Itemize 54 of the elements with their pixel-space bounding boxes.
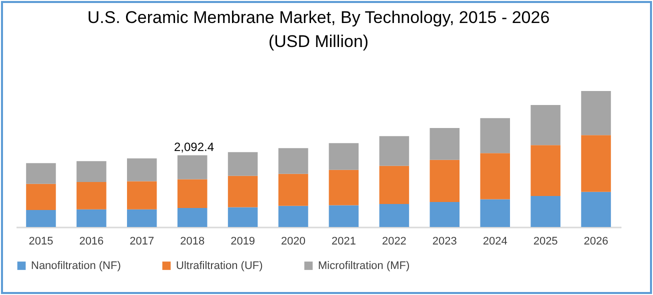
bar	[328, 170, 359, 206]
text: U.S. Ceramic Membrane Market, By Technology, 2015 - 2026	[87, 8, 550, 27]
bar	[430, 128, 460, 160]
legend-label: Ultrafiltration (UF)	[176, 260, 263, 272]
bar	[127, 158, 157, 182]
bar	[379, 166, 410, 204]
bar	[328, 205, 359, 227]
bar	[76, 161, 106, 182]
bar	[379, 204, 410, 227]
bar	[430, 202, 460, 227]
bar	[379, 136, 410, 166]
bar	[278, 206, 308, 227]
x-tick-label: 2021	[331, 236, 356, 248]
x-tick-label: 2020	[281, 236, 306, 248]
bar	[480, 118, 510, 154]
x-tick-label: 2015	[28, 236, 54, 248]
x-tick-label: 2018	[180, 236, 205, 248]
bar	[581, 91, 611, 136]
bar	[430, 160, 460, 202]
bar	[228, 176, 258, 208]
x-tick-label: 2019	[230, 236, 256, 248]
x-tick-label: 2022	[382, 236, 406, 248]
bar	[530, 105, 560, 146]
x-tick-label: 2017	[130, 236, 154, 248]
bar	[530, 196, 560, 227]
bar	[530, 145, 560, 196]
bar	[26, 163, 56, 184]
bar	[177, 179, 208, 208]
bar	[76, 182, 106, 210]
bar	[177, 155, 208, 180]
bar	[177, 208, 208, 227]
bar	[127, 209, 157, 227]
bar	[480, 153, 510, 200]
text: (USD Million)	[268, 32, 369, 51]
bar	[127, 181, 157, 210]
bar	[581, 135, 611, 192]
bar	[228, 207, 258, 227]
x-tick-label: 2023	[432, 236, 457, 248]
bar	[480, 199, 510, 227]
bar	[26, 210, 56, 227]
bar	[26, 184, 56, 210]
x-tick-label: 2016	[79, 236, 104, 248]
bar	[278, 174, 308, 206]
bar	[228, 152, 258, 176]
legend-label: Microfiltration (MF)	[318, 260, 410, 272]
x-tick-label: 2024	[482, 236, 508, 248]
bar	[581, 192, 611, 227]
legend-label: Nanofiltration (NF)	[31, 260, 121, 272]
annotation: 2,092.4	[174, 140, 214, 154]
bar	[328, 143, 359, 170]
bar	[76, 209, 106, 227]
bar	[278, 148, 308, 174]
x-tick-label: 2025	[533, 236, 558, 248]
x-tick-label: 2026	[584, 236, 608, 248]
